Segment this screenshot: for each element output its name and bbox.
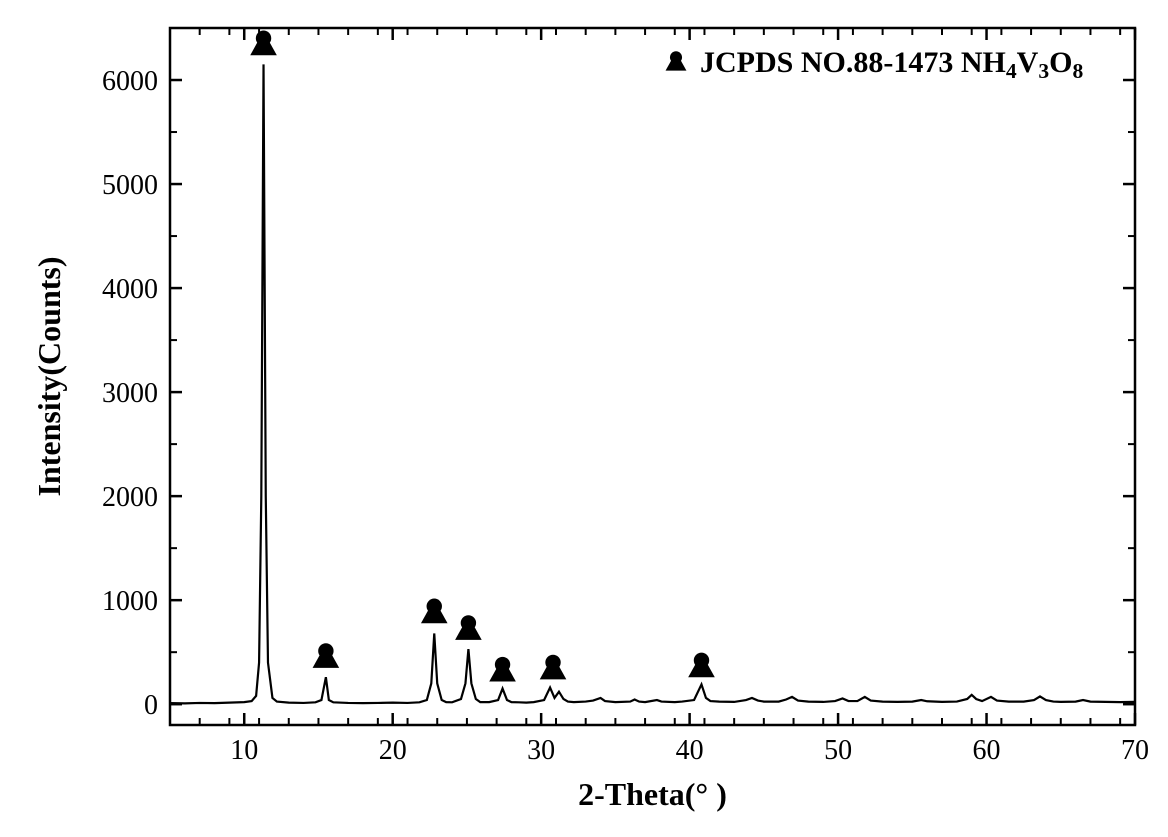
y-tick-label: 2000: [102, 482, 158, 513]
legend: JCPDS NO.88-1473 NH4V3O8: [666, 46, 1084, 83]
x-tick-label: 10: [230, 735, 258, 766]
y-axis-label: Intensity(Counts): [31, 256, 67, 496]
peak-marker-icon: [313, 643, 340, 668]
x-tick-label: 50: [824, 735, 852, 766]
y-tick-label: 0: [144, 690, 158, 721]
x-tick-label: 40: [676, 735, 704, 766]
peak-marker-icon: [688, 653, 715, 678]
x-tick-label: 30: [527, 735, 555, 766]
x-tick-label: 20: [379, 735, 407, 766]
peak-marker-icon: [666, 51, 687, 70]
peak-marker-icon: [250, 31, 277, 56]
y-tick-label: 5000: [102, 170, 158, 201]
peak-marker-icon: [421, 599, 448, 624]
peak-marker-icon: [455, 615, 482, 640]
chart-svg: 10 20 30 40 50 60 70 0 1000 2000 3000 4000 5000 6000 2…: [0, 0, 1168, 837]
peak-marker-icon: [540, 655, 567, 680]
y-tick-label: 1000: [102, 586, 158, 617]
x-tick-label: 60: [973, 735, 1001, 766]
x-tick-label: 70: [1121, 735, 1149, 766]
xrd-pattern-line: [170, 64, 1135, 703]
y-tick-label: 4000: [102, 274, 158, 305]
legend-label: JCPDS NO.88-1473 NH4V3O8: [700, 46, 1083, 83]
y-tick-label: 6000: [102, 66, 158, 97]
y-tick-label: 3000: [102, 378, 158, 409]
xrd-chart: 10 20 30 40 50 60 70 0 1000 2000 3000 4000 5000 6000 2…: [0, 0, 1168, 837]
x-axis-label: 2-Theta(° ): [578, 776, 727, 812]
peak-marker-icon: [489, 657, 516, 682]
